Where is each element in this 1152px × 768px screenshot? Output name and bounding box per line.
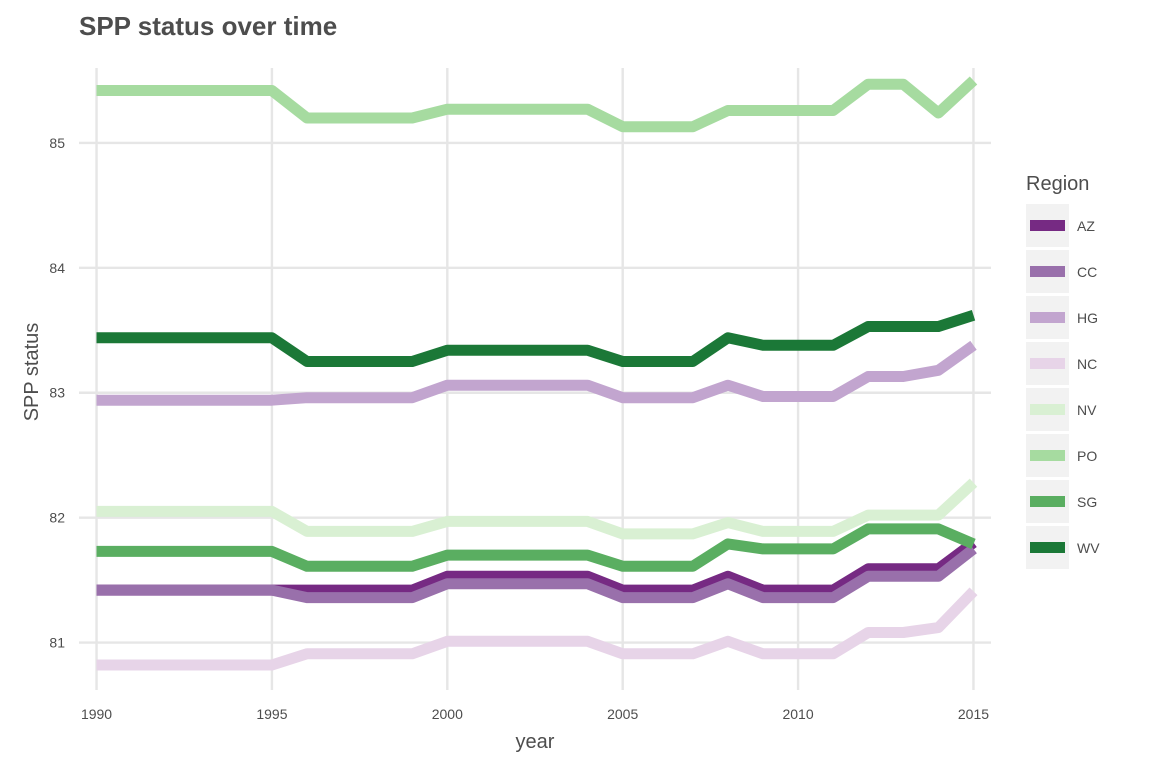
legend-label-po: PO bbox=[1077, 448, 1097, 464]
legend-swatch-nc bbox=[1030, 358, 1065, 369]
x-axis-title: year bbox=[516, 731, 555, 753]
legend-label-nv: NV bbox=[1077, 402, 1097, 418]
chart-title: SPP status over time bbox=[79, 11, 337, 41]
y-axis-ticks: 81 82 83 84 85 bbox=[49, 135, 65, 651]
y-tick-label-81: 81 bbox=[49, 635, 65, 651]
series-line-cc bbox=[96, 544, 977, 604]
legend-label-az: AZ bbox=[1077, 218, 1095, 234]
x-tick-label-1990: 1990 bbox=[81, 706, 112, 722]
y-axis-title: SPP status bbox=[21, 323, 43, 422]
y-tick-label-83: 83 bbox=[49, 385, 65, 401]
legend-swatch-po bbox=[1030, 450, 1065, 461]
legend-label-wv: WV bbox=[1077, 540, 1100, 556]
y-tick-label-82: 82 bbox=[49, 510, 65, 526]
x-tick-label-2000: 2000 bbox=[432, 706, 463, 722]
series-line-wv bbox=[96, 310, 976, 367]
y-tick-label-85: 85 bbox=[49, 135, 65, 151]
y-tick-label-84: 84 bbox=[49, 260, 65, 276]
x-axis-ticks: 1990 1995 2000 2005 2010 2015 bbox=[81, 706, 989, 722]
legend-swatch-nv bbox=[1030, 404, 1065, 415]
series-line-nc bbox=[96, 587, 978, 671]
legend-label-hg: HG bbox=[1077, 310, 1098, 326]
x-tick-label-2005: 2005 bbox=[607, 706, 638, 722]
x-tick-label-1995: 1995 bbox=[256, 706, 287, 722]
series-line-po bbox=[96, 76, 978, 133]
legend-swatch-cc bbox=[1030, 266, 1065, 277]
legend-swatch-wv bbox=[1030, 542, 1065, 553]
x-tick-label-2015: 2015 bbox=[958, 706, 989, 722]
series-lines bbox=[96, 76, 978, 671]
legend-label-nc: NC bbox=[1077, 356, 1097, 372]
legend-swatch-sg bbox=[1030, 496, 1065, 507]
legend-label-sg: SG bbox=[1077, 494, 1097, 510]
legend-swatch-hg bbox=[1030, 312, 1065, 323]
series-line-hg bbox=[96, 340, 977, 406]
legend-swatch-az bbox=[1030, 220, 1065, 231]
legend-label-cc: CC bbox=[1077, 264, 1097, 280]
legend-title: Region bbox=[1026, 173, 1089, 195]
series-line-nv bbox=[96, 478, 978, 540]
x-tick-label-2010: 2010 bbox=[782, 706, 813, 722]
legend: Region AZ CC HG NC NV PO SG WV bbox=[1026, 173, 1100, 569]
series-line-sg bbox=[96, 523, 976, 572]
